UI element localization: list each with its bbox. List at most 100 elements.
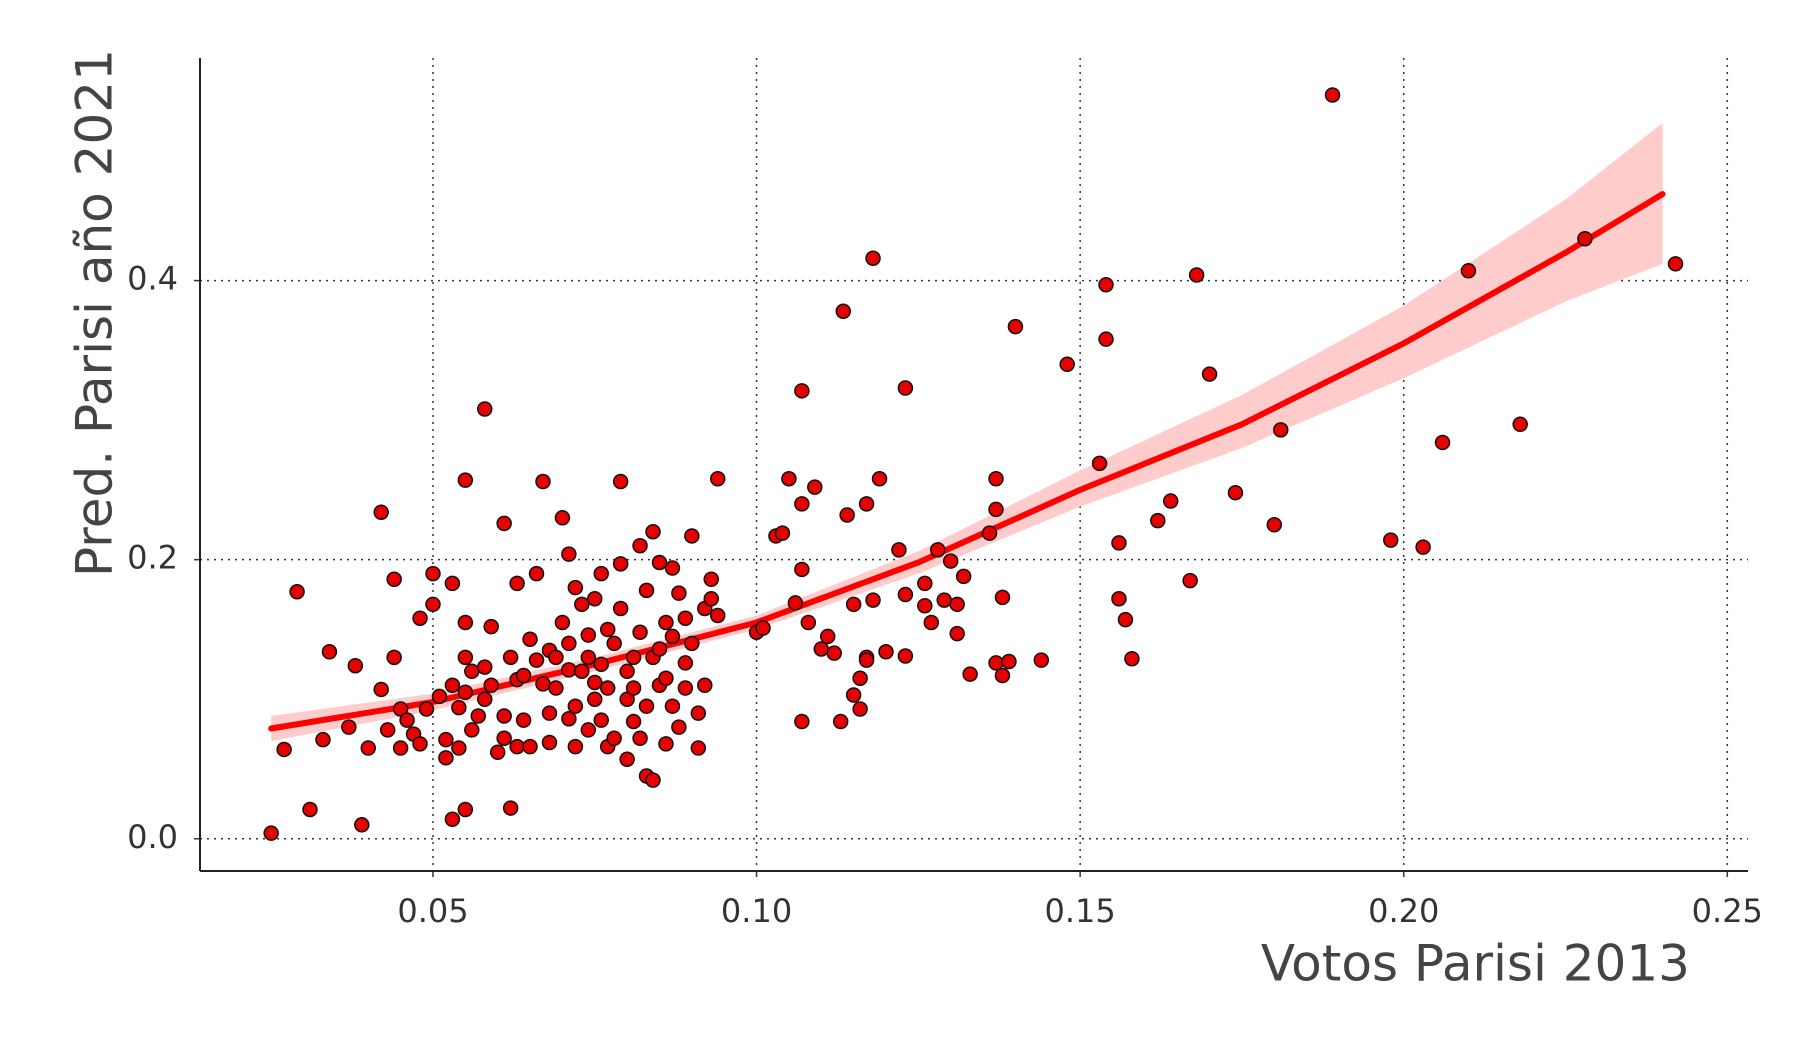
point bbox=[1182, 572, 1198, 589]
point bbox=[302, 801, 318, 818]
point bbox=[580, 722, 597, 738]
point bbox=[599, 621, 616, 638]
point bbox=[664, 560, 681, 576]
point bbox=[541, 734, 558, 751]
point bbox=[664, 698, 681, 714]
point bbox=[638, 582, 655, 599]
point bbox=[1577, 230, 1593, 247]
point bbox=[1460, 263, 1477, 279]
point bbox=[800, 614, 817, 631]
point bbox=[476, 401, 493, 417]
point bbox=[373, 681, 389, 698]
point bbox=[852, 670, 868, 687]
point bbox=[994, 667, 1011, 684]
point bbox=[587, 674, 603, 691]
confidence-band bbox=[271, 122, 1663, 742]
point bbox=[515, 712, 532, 728]
point bbox=[528, 565, 545, 582]
point bbox=[483, 618, 499, 635]
y-tick-label: 0.4 bbox=[127, 260, 178, 298]
point bbox=[444, 811, 461, 827]
point bbox=[664, 628, 681, 645]
point bbox=[476, 659, 493, 675]
point bbox=[315, 731, 331, 748]
point bbox=[587, 691, 603, 707]
point bbox=[858, 652, 875, 668]
point bbox=[1188, 267, 1205, 283]
point bbox=[625, 713, 642, 730]
point bbox=[1383, 532, 1399, 548]
point bbox=[897, 586, 914, 603]
point bbox=[464, 722, 480, 738]
point bbox=[1324, 87, 1341, 103]
point bbox=[1111, 590, 1127, 607]
point bbox=[496, 515, 512, 532]
point bbox=[444, 575, 461, 592]
point bbox=[392, 740, 409, 756]
point bbox=[321, 644, 338, 660]
point bbox=[897, 380, 914, 396]
x-tick-label: 0.15 bbox=[1045, 892, 1116, 930]
point bbox=[1667, 256, 1684, 272]
point bbox=[379, 722, 396, 738]
point bbox=[457, 472, 474, 488]
point bbox=[923, 614, 940, 631]
point bbox=[612, 600, 629, 617]
x-axis-title: Votos Parisi 2013 bbox=[1261, 935, 1690, 993]
point bbox=[658, 736, 674, 752]
point bbox=[671, 719, 687, 735]
point bbox=[263, 825, 279, 841]
point bbox=[1007, 318, 1024, 335]
point bbox=[574, 663, 590, 680]
point bbox=[703, 590, 720, 607]
point bbox=[561, 546, 577, 562]
point bbox=[509, 575, 525, 592]
point bbox=[599, 680, 616, 696]
point bbox=[418, 701, 435, 717]
point bbox=[632, 624, 648, 640]
point bbox=[835, 303, 852, 320]
point bbox=[567, 579, 584, 596]
point bbox=[341, 719, 357, 735]
point bbox=[994, 589, 1011, 606]
point bbox=[496, 730, 512, 747]
point bbox=[871, 470, 888, 487]
point bbox=[651, 554, 668, 571]
point bbox=[865, 250, 881, 266]
point bbox=[632, 730, 648, 747]
point bbox=[697, 677, 713, 694]
point bbox=[612, 473, 629, 490]
point bbox=[671, 585, 687, 601]
point bbox=[625, 680, 642, 696]
point bbox=[399, 712, 415, 728]
point bbox=[509, 738, 525, 755]
point bbox=[709, 607, 726, 624]
x-tick-label: 0.10 bbox=[721, 892, 792, 930]
point bbox=[858, 496, 875, 512]
point bbox=[1111, 535, 1127, 551]
point bbox=[535, 473, 551, 490]
point bbox=[981, 525, 998, 541]
point bbox=[651, 641, 668, 657]
point bbox=[865, 592, 881, 608]
point bbox=[819, 628, 836, 645]
point bbox=[781, 470, 797, 487]
point bbox=[942, 553, 959, 569]
point bbox=[425, 596, 441, 613]
point bbox=[1001, 653, 1017, 670]
point bbox=[794, 496, 810, 512]
point bbox=[425, 565, 441, 582]
point bbox=[826, 645, 842, 661]
point bbox=[476, 691, 493, 707]
y-tick-label: 0.2 bbox=[127, 539, 178, 577]
point bbox=[936, 592, 952, 608]
point bbox=[464, 663, 480, 680]
point bbox=[684, 635, 700, 652]
point bbox=[891, 542, 907, 558]
point bbox=[1201, 366, 1218, 382]
point bbox=[1117, 611, 1134, 628]
point bbox=[587, 590, 603, 607]
point bbox=[988, 470, 1004, 487]
point bbox=[561, 662, 577, 678]
point bbox=[1273, 422, 1289, 438]
